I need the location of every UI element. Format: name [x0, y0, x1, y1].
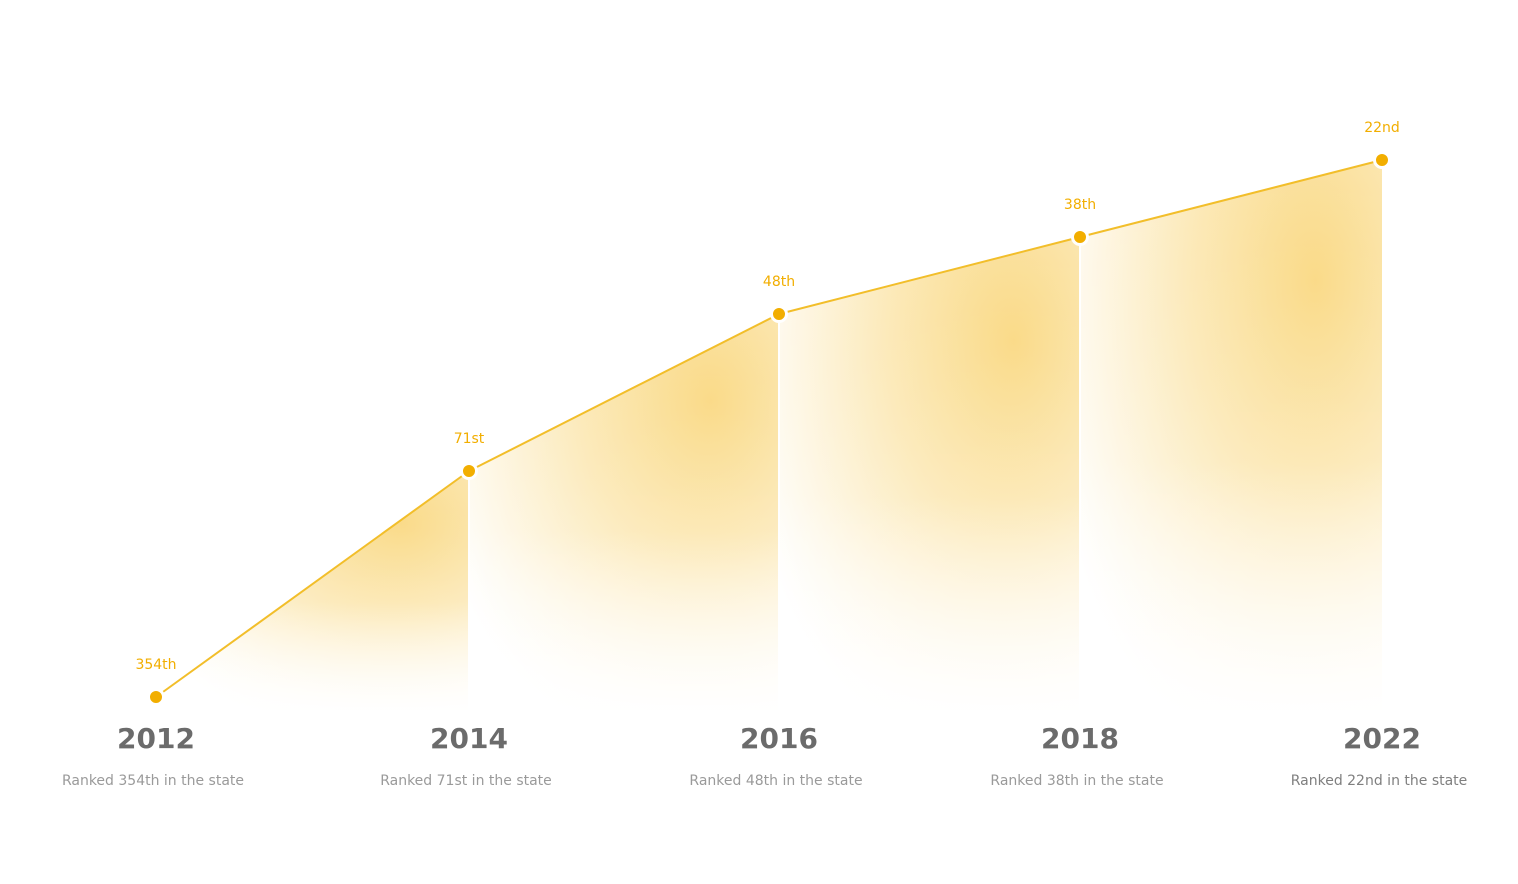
- data-point: [1373, 151, 1391, 169]
- rank-description: Ranked 22nd in the state: [1291, 773, 1468, 789]
- area-segments: [156, 160, 1382, 710]
- data-points: [147, 151, 1391, 706]
- rank-description: Ranked 71st in the state: [380, 773, 552, 789]
- data-point: [770, 305, 788, 323]
- year-labels: 2012 2014 2016 2018 2022: [117, 722, 1421, 755]
- data-point: [460, 462, 478, 480]
- rank-label: 71st: [454, 431, 485, 447]
- area-fade: [469, 314, 779, 710]
- segment-dividers: [468, 237, 1081, 710]
- rank-label: 22nd: [1364, 120, 1400, 136]
- rank-description: Ranked 38th in the state: [990, 773, 1163, 789]
- year-label: 2016: [740, 722, 818, 755]
- area-fade: [779, 237, 1080, 710]
- area-fade: [1080, 160, 1382, 710]
- area-fade: [156, 471, 469, 710]
- rank-label: 354th: [135, 657, 176, 673]
- rank-description: Ranked 48th in the state: [689, 773, 862, 789]
- year-label: 2014: [430, 722, 508, 755]
- rank-description: Ranked 354th in the state: [62, 773, 244, 789]
- rank-label: 48th: [763, 274, 795, 290]
- year-label: 2018: [1041, 722, 1119, 755]
- data-point: [1071, 228, 1089, 246]
- year-label: 2012: [117, 722, 195, 755]
- year-label: 2022: [1343, 722, 1421, 755]
- rank-label: 38th: [1064, 197, 1096, 213]
- data-point: [147, 688, 165, 706]
- rank-descriptions: Ranked 354th in the state Ranked 71st in …: [62, 773, 1467, 789]
- rank-labels: 354th 71st 48th 38th 22nd: [135, 120, 1399, 673]
